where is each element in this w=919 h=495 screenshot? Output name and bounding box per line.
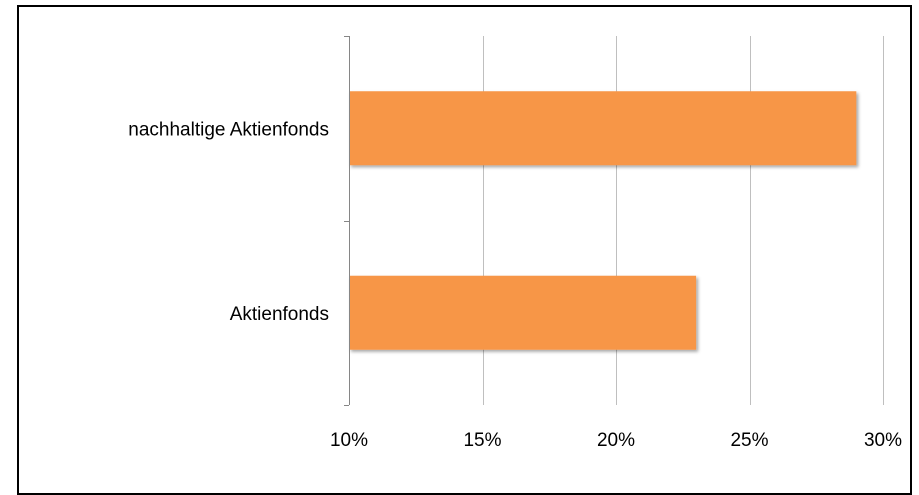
chart-frame xyxy=(17,5,912,495)
category-label: Aktienfonds xyxy=(230,304,329,325)
category-labels: nachhaltige Aktienfonds Aktienfonds xyxy=(128,119,329,325)
bar-chart: 10% 15% 20% 25% 30% nachhaltige Aktienfonds A… xyxy=(128,36,902,451)
axes xyxy=(344,36,350,406)
x-tick-label: 15% xyxy=(463,430,501,451)
bar xyxy=(349,91,857,166)
category-label: nachhaltige Aktienfonds xyxy=(128,119,329,140)
x-tick-label: 20% xyxy=(597,430,635,451)
x-tick-label: 10% xyxy=(330,430,368,451)
x-tick-label: 30% xyxy=(864,430,902,451)
bar xyxy=(349,275,697,350)
x-tick-label: 25% xyxy=(730,430,768,451)
x-tick-labels: 10% 15% 20% 25% 30% xyxy=(330,430,902,451)
bars xyxy=(349,91,857,350)
